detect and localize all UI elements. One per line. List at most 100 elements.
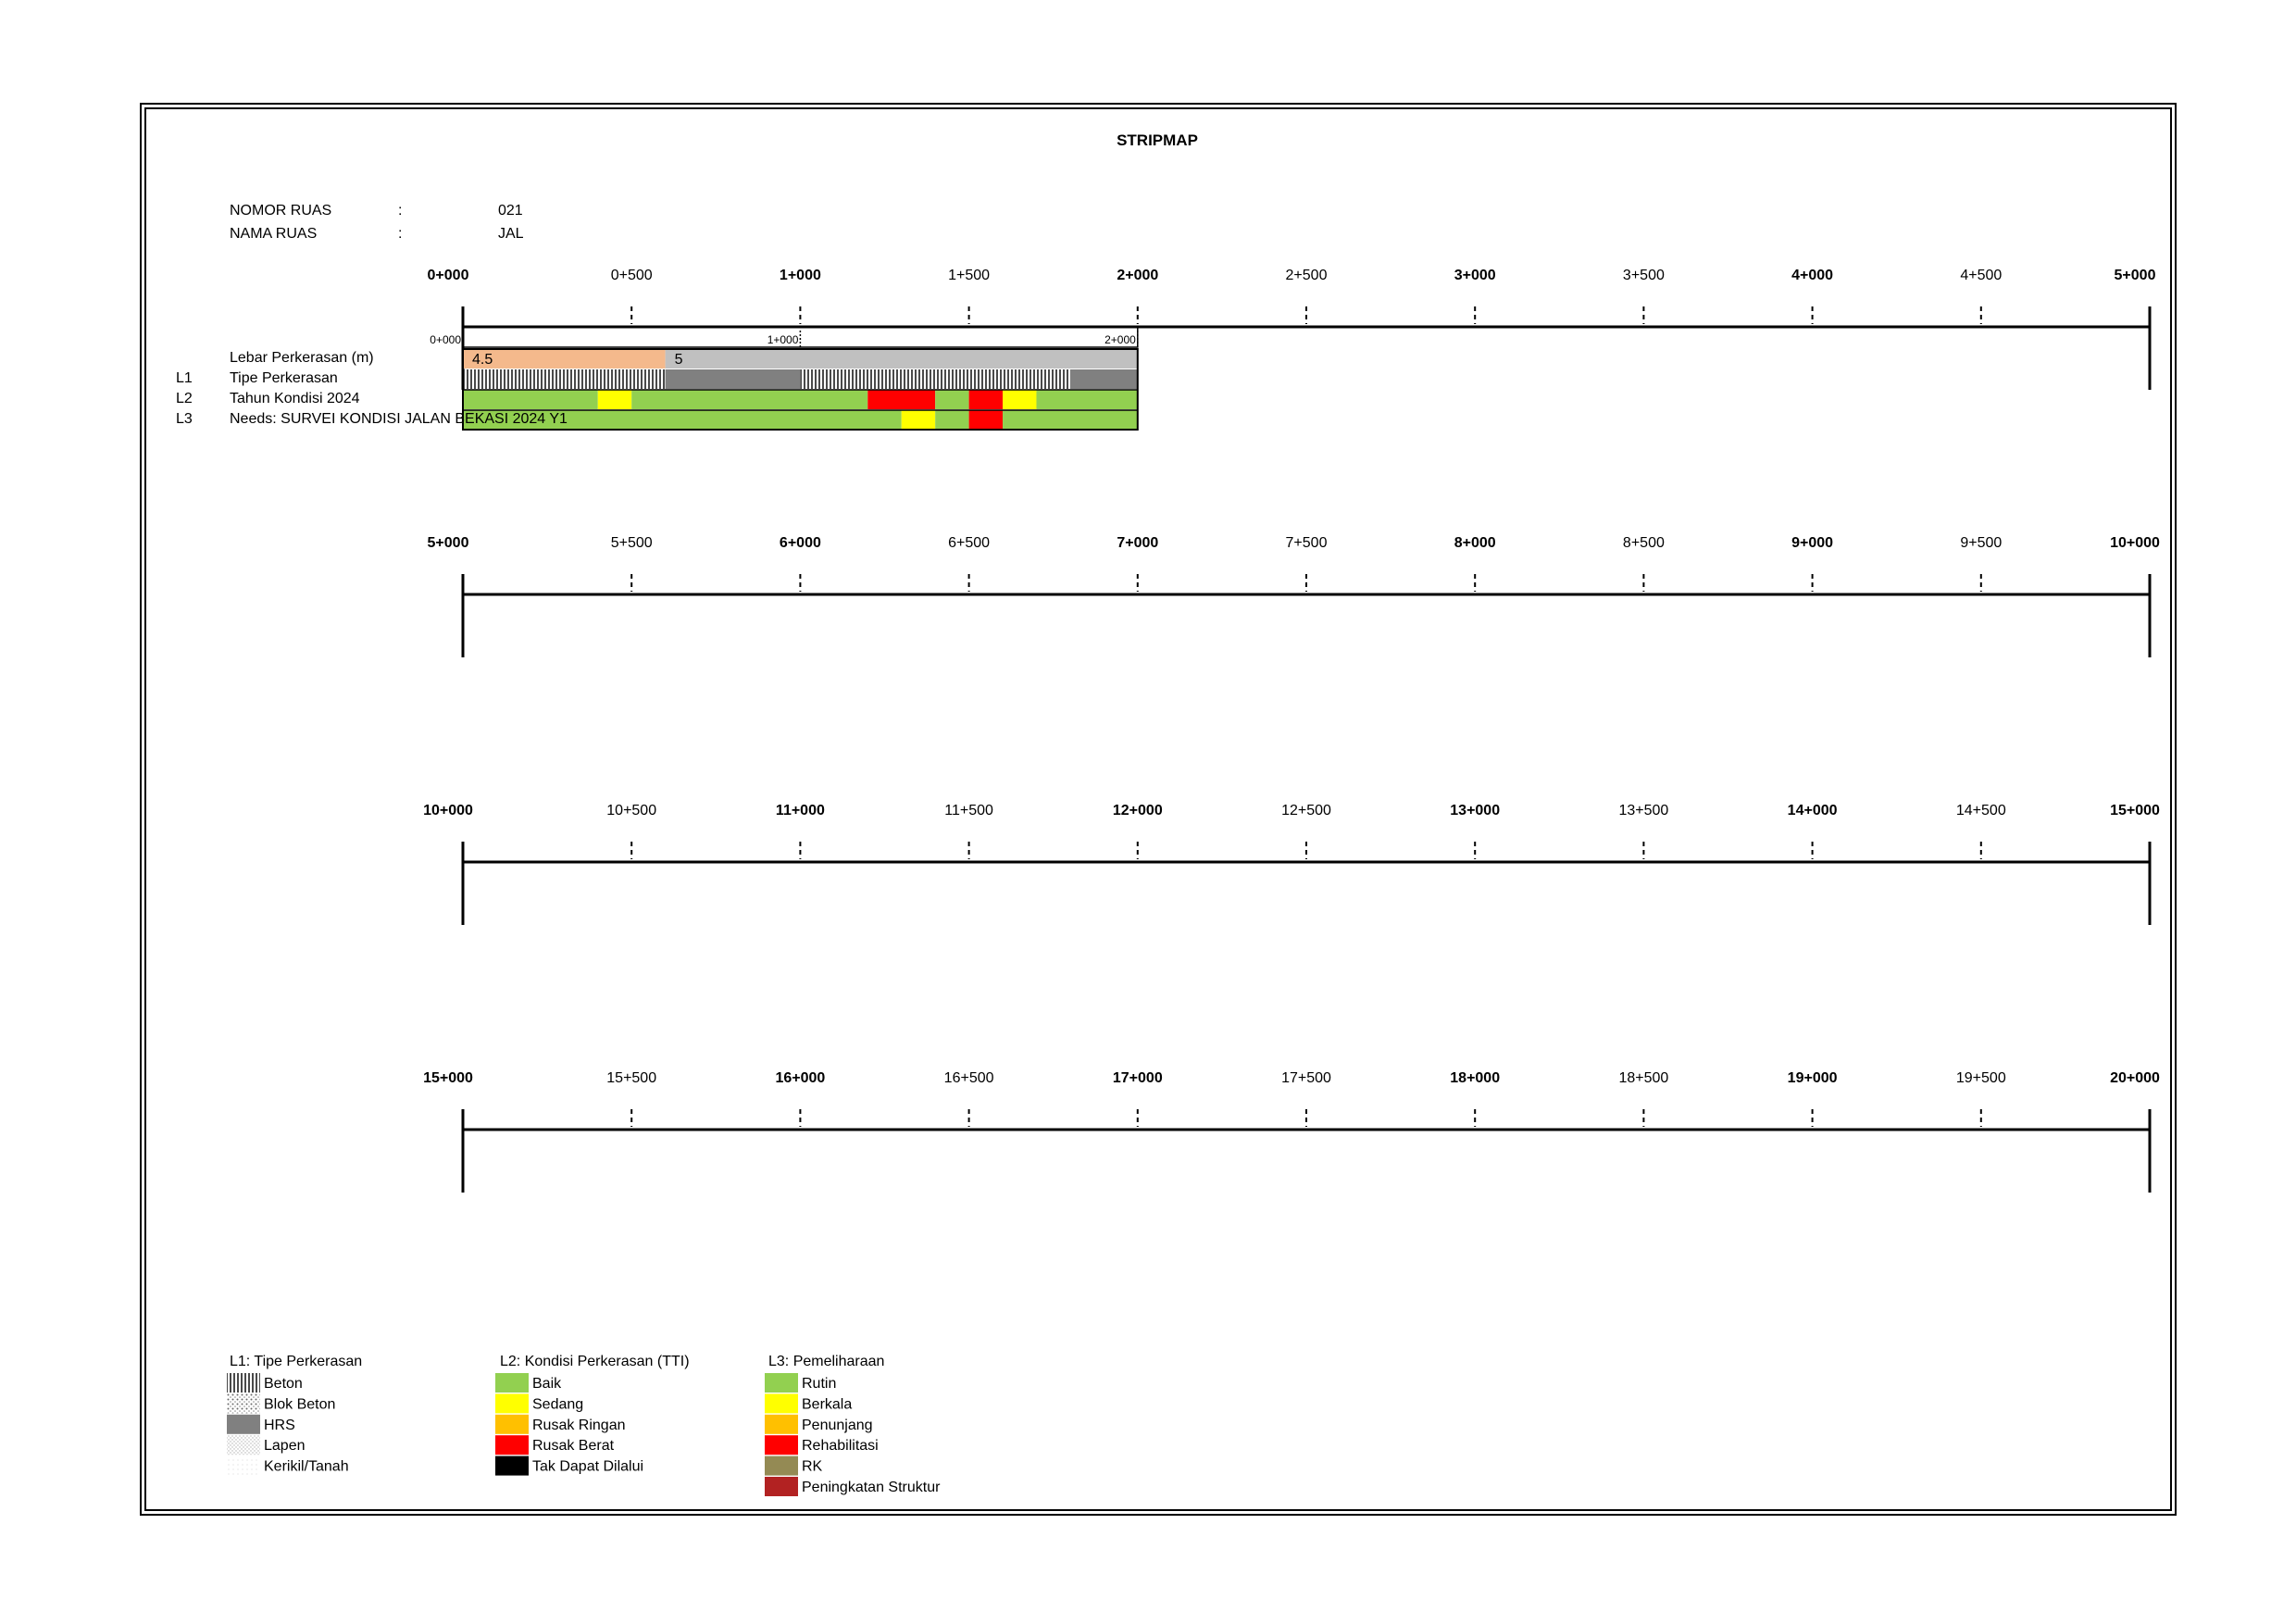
tick-label: 4+500: [1960, 268, 2002, 283]
tick-label: 1+000: [780, 268, 821, 283]
legend-item-label: Beton: [264, 1376, 303, 1392]
segment-detail: Lebar Perkerasan (m) L1 Tipe Perkerasan …: [176, 326, 1139, 431]
legend-swatch: [227, 1455, 260, 1476]
tick-label: 16+500: [944, 1070, 994, 1086]
segment-outline: [462, 348, 1139, 431]
tick-label: 20+000: [2110, 1070, 2160, 1086]
tick-label: 15+000: [2110, 803, 2160, 818]
tick-label: 9+000: [1791, 535, 1833, 551]
mini-tick-label: 1+000: [767, 333, 799, 346]
legend-swatch: [227, 1393, 260, 1414]
tick-label: 1+500: [948, 268, 990, 283]
mini-tick-label: 2+000: [1104, 333, 1136, 346]
tick-label: 5+000: [2115, 268, 2156, 283]
row-code-l1: L1: [176, 370, 193, 386]
tick-label: 0+000: [428, 268, 469, 283]
nama-ruas-label: NAMA RUAS: [230, 226, 317, 242]
scale-row: 15+000 15+500 16+000 16+500 17+000 17+500 18+0…: [423, 1070, 2160, 1193]
row-code-l2: L2: [176, 391, 193, 406]
tick-label: 18+000: [1450, 1070, 1500, 1086]
tick-label: 8+500: [1623, 535, 1665, 551]
width-band: [463, 349, 666, 369]
page-title: STRIPMAP: [1117, 131, 1198, 149]
tick-label: 2+000: [1117, 268, 1158, 283]
tick-label: 9+500: [1960, 535, 2002, 551]
l2-band: [631, 390, 868, 409]
tick-label: 0+500: [611, 268, 653, 283]
tick-label: 10+500: [606, 803, 656, 818]
legend-swatch: [227, 1414, 260, 1434]
legend-l2-title: L2: Kondisi Perkerasan (TTI): [500, 1354, 690, 1369]
tick-label: 14+000: [1788, 803, 1838, 818]
l3-band: [463, 410, 902, 430]
legend-swatch: [495, 1393, 529, 1414]
l2-band: [968, 390, 1004, 409]
page-frame-inner: [144, 107, 2172, 1511]
legend-l2-items: Baik Sedang Rusak Ringan Rusak Berat Tak Dap…: [495, 1373, 643, 1476]
tick-label: 15+500: [606, 1070, 656, 1086]
legend-swatch: [495, 1435, 529, 1455]
tick-label: 3+500: [1623, 268, 1665, 283]
l2-band: [1003, 390, 1037, 409]
tick-label: 7+000: [1117, 535, 1158, 551]
tick-label: 11+500: [944, 803, 993, 818]
l2-band: [597, 390, 632, 409]
row-label-l1: Tipe Perkerasan: [230, 370, 338, 386]
tick-label: 7+500: [1286, 535, 1328, 551]
mini-tick-label: 0+000: [430, 333, 461, 346]
tick-label: 13+500: [1618, 803, 1668, 818]
legend-swatch: [227, 1373, 260, 1393]
tick-label: 5+500: [611, 535, 653, 551]
l3-band: [935, 410, 969, 430]
tick-label: 10+000: [2110, 535, 2160, 551]
header-info: NOMOR RUAS : 021 NAMA RUAS : JAL: [230, 203, 524, 242]
legend-swatch: [495, 1414, 529, 1434]
row-label-l2: Tahun Kondisi 2024: [230, 391, 360, 406]
l2-band: [463, 390, 598, 409]
legend-swatch: [765, 1455, 798, 1476]
tick-label: 8+000: [1454, 535, 1496, 551]
tick-label: 17+500: [1281, 1070, 1331, 1086]
legend-swatch: [227, 1435, 260, 1455]
tick-label: 2+500: [1286, 268, 1328, 283]
legend-item-label: Baik: [532, 1376, 562, 1392]
l1-band: [665, 369, 801, 389]
legend-swatch: [495, 1455, 529, 1476]
legend-item-label: Tak Dapat Dilalui: [532, 1459, 643, 1475]
l1-band: [1069, 369, 1138, 389]
legend-item-label: RK: [802, 1459, 823, 1475]
scale-row: 5+000 5+500 6+000 6+500 7+000 7+500 8+000 8+500…: [428, 535, 2160, 657]
page-frame-outer: [140, 103, 2177, 1516]
l3-band: [1003, 410, 1138, 430]
tick-label: 4+000: [1791, 268, 1833, 283]
legend-item-label: Berkala: [802, 1396, 852, 1412]
l3-band: [968, 410, 1004, 430]
legend-item-label: HRS: [264, 1418, 295, 1433]
tick-label: 12+500: [1281, 803, 1331, 818]
legend-swatch: [765, 1435, 798, 1455]
legend-swatch: [765, 1477, 798, 1496]
legend-item-label: Peningkatan Struktur: [802, 1480, 941, 1495]
scale-rows: 0+000 0+500 1+000 1+500 2+000 2+500 3+000 3+500…: [423, 268, 2160, 1193]
tick-label: 17+000: [1113, 1070, 1163, 1086]
tick-label: 19+500: [1956, 1070, 2006, 1086]
tick-label: 3+000: [1454, 268, 1496, 283]
legend-item-label: Rehabilitasi: [802, 1438, 879, 1454]
segment-row-labels: Lebar Perkerasan (m) L1 Tipe Perkerasan …: [176, 350, 374, 427]
legend-swatch: [765, 1373, 798, 1393]
tick-label: 14+500: [1956, 803, 2006, 818]
legend-swatch: [495, 1373, 529, 1393]
legend-l1-items: Beton Blok Beton HRS Lapen Kerikil/Tanah: [227, 1373, 349, 1476]
legend-l2: L2: Kondisi Perkerasan (TTI) Baik Sedang R…: [495, 1354, 690, 1476]
tick-label: 12+000: [1113, 803, 1163, 818]
tick-label: 19+000: [1788, 1070, 1838, 1086]
legend-item-label: Rusak Berat: [532, 1438, 615, 1454]
nomor-ruas-separator: :: [398, 203, 402, 219]
legend-l1: L1: Tipe Perkerasan Beton Blok Beton HRS La…: [227, 1354, 362, 1476]
width-band: [665, 349, 1138, 369]
tick-label: 5+000: [428, 535, 469, 551]
tick-label: 10+000: [423, 803, 473, 818]
nama-ruas-separator: :: [398, 226, 402, 242]
legend-item-label: Kerikil/Tanah: [264, 1459, 349, 1475]
